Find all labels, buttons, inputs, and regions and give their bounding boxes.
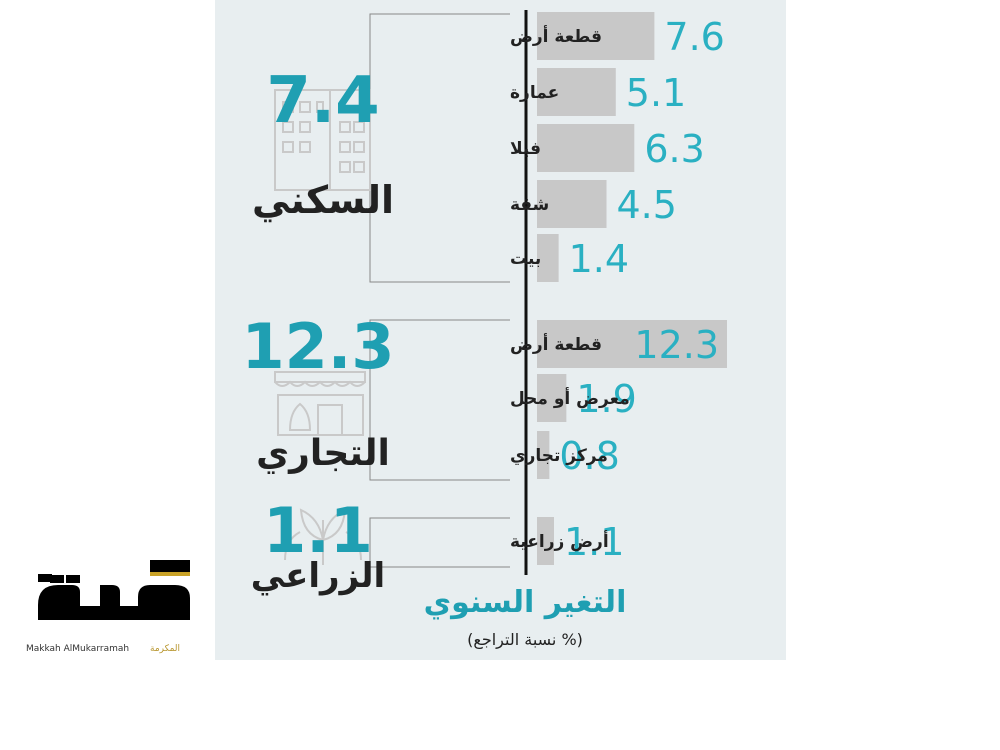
residential-total: 7.4 — [266, 64, 379, 138]
bar — [537, 517, 554, 565]
chart-subtitle: (نسبة التراجع %) — [467, 630, 583, 650]
bars-layer: 7.6 قطعة أرض 5.1 عمارة 6.3 فيلا 4.5 شقة 1.4 بيت 12… — [510, 12, 727, 565]
bar — [537, 180, 607, 228]
agricultural-label: الزراعي — [251, 556, 385, 596]
commercial-label: التجاري — [256, 433, 390, 474]
residential-bracket — [369, 13, 510, 283]
value-label: 1.4 — [569, 237, 629, 281]
value-label: 0.8 — [559, 434, 619, 478]
bar — [537, 12, 655, 60]
value-label: 1.1 — [564, 520, 624, 564]
building-icon — [274, 89, 371, 191]
category-label: مركز تجاري — [510, 446, 608, 466]
logo-arabic-caption: المكرمة — [150, 644, 180, 654]
shop-icon — [274, 371, 366, 436]
bar — [537, 68, 616, 116]
value-label: 5.1 — [626, 71, 686, 115]
plant-icon — [284, 508, 362, 565]
bar — [537, 124, 635, 172]
residential-label: السكني — [252, 178, 394, 222]
category-label: فيلا — [510, 139, 541, 159]
makkah-logo: Makkah AlMukarramah المكرمة — [26, 560, 190, 654]
bar — [537, 320, 727, 368]
logo-latin-caption: Makkah AlMukarramah — [26, 644, 129, 654]
chart-title: التغير السنوي — [424, 585, 627, 620]
value-label: 12.3 — [634, 323, 719, 367]
category-label: معرض أو محل — [510, 387, 630, 409]
category-label: عمارة — [510, 83, 559, 103]
bar — [537, 374, 567, 422]
value-label: 7.6 — [664, 15, 724, 59]
category-label: بيت — [510, 249, 541, 269]
agricultural-total: 1.1 — [263, 494, 373, 567]
category-label: قطعة أرض — [510, 333, 602, 355]
commercial-total: 12.3 — [242, 310, 395, 383]
category-label: شقة — [510, 195, 549, 215]
agricultural-bracket — [369, 517, 510, 568]
bar — [537, 234, 559, 282]
value-label: 1.9 — [576, 377, 636, 421]
category-label: أرض زراعية — [510, 530, 609, 552]
value-label: 4.5 — [617, 183, 677, 227]
value-label: 6.3 — [644, 127, 704, 171]
category-label: قطعة أرض — [510, 25, 602, 47]
bar — [537, 431, 550, 479]
commercial-bracket — [369, 319, 510, 481]
